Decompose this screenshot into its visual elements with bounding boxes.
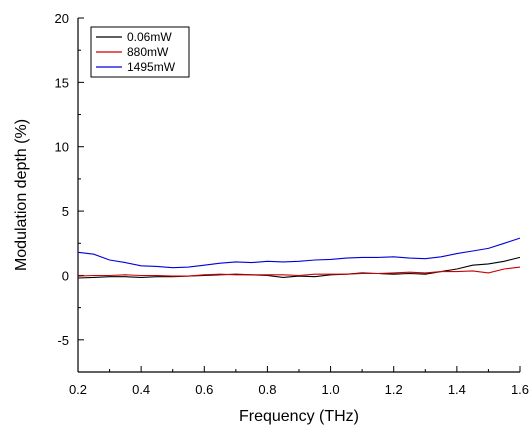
y-tick-label: 10: [55, 140, 69, 155]
y-axis-title: Modulation depth (%): [13, 119, 30, 271]
legend: 0.06mW 880mW 1495mW: [90, 26, 190, 78]
series-line-880mw: [77, 266, 521, 277]
legend-label-0.06mw: 0.06mW: [127, 30, 172, 44]
x-tick-label: 0.8: [258, 382, 276, 397]
y-tick-label: -5: [57, 333, 69, 348]
x-tick-label: 1.2: [385, 382, 403, 397]
series-line-1495mw: [77, 237, 521, 269]
x-tick-label: 0.4: [132, 382, 150, 397]
y-tick-label: 15: [55, 75, 69, 90]
y-tick-label: 0: [62, 268, 69, 283]
y-tick-label: 5: [62, 204, 69, 219]
x-tick-label: 1.6: [511, 382, 529, 397]
x-tick-label: 1.4: [448, 382, 466, 397]
axis-ticks: -5 0 5 10 15 20 0.2 0.4 0.6 0.8 1.0 1.2 1.4 1.6: [55, 11, 530, 397]
x-tick-label: 1.0: [322, 382, 340, 397]
series-line-0.06mw: [77, 256, 521, 279]
x-axis-title: Frequency (THz): [239, 408, 359, 425]
legend-label-880mw: 880mW: [127, 45, 169, 59]
series-lines: [77, 237, 521, 279]
x-tick-label: 0.6: [195, 382, 213, 397]
x-tick-label: 0.2: [69, 382, 87, 397]
legend-label-1495mw: 1495mW: [127, 60, 176, 74]
y-tick-label: 20: [55, 11, 69, 26]
